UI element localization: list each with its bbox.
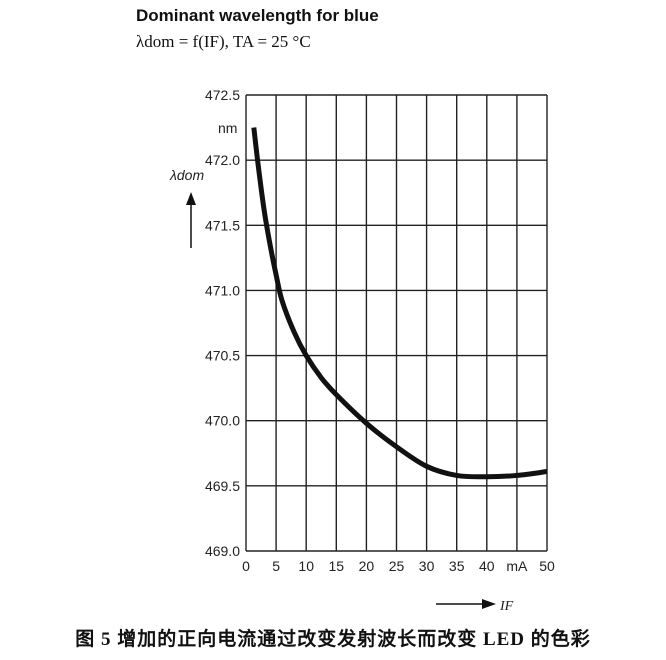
x-tick-label: 15 [329, 558, 345, 574]
x-tick-label: 50 [539, 558, 555, 574]
x-tick-label: 10 [298, 558, 314, 574]
y-axis-arrow [186, 192, 196, 248]
y-tick-label: 471.5 [205, 217, 240, 233]
y-tick-label: 470.5 [205, 348, 240, 364]
data-line [251, 127, 548, 480]
x-tick-label: 30 [419, 558, 435, 574]
y-tick-label: 469.5 [205, 478, 240, 494]
x-tick-label: mA [506, 558, 528, 574]
y-tick-label: 469.0 [205, 543, 240, 559]
x-tick-label: 5 [272, 558, 280, 574]
chart-svg: 469.0 469.5 470.0 470.5 471.0 471.5 472.0 472.5… [169, 87, 555, 614]
x-tick-label: 20 [359, 558, 375, 574]
y-tick-label: 472.5 [205, 87, 240, 103]
x-tick-label: 0 [242, 558, 250, 574]
y-axis-label: λdom [169, 167, 204, 183]
x-tick-label: 40 [479, 558, 495, 574]
y-unit-label: nm [218, 120, 237, 136]
x-axis-arrow [436, 599, 496, 609]
y-tick-label: 472.0 [205, 152, 240, 168]
chart-title: Dominant wavelength for blue [136, 6, 379, 25]
x-axis-label: IF [499, 599, 514, 614]
x-tick-label: 25 [389, 558, 405, 574]
x-tick-label: 35 [449, 558, 465, 574]
y-tick-label: 471.0 [205, 282, 240, 298]
chart-subtitle: λdom = f(IF), TA = 25 °C [136, 32, 311, 51]
figure-caption: 图 5 增加的正向电流通过改变发射波长而改变 LED 的色彩 [75, 629, 591, 650]
y-tick-label: 470.0 [205, 413, 240, 429]
